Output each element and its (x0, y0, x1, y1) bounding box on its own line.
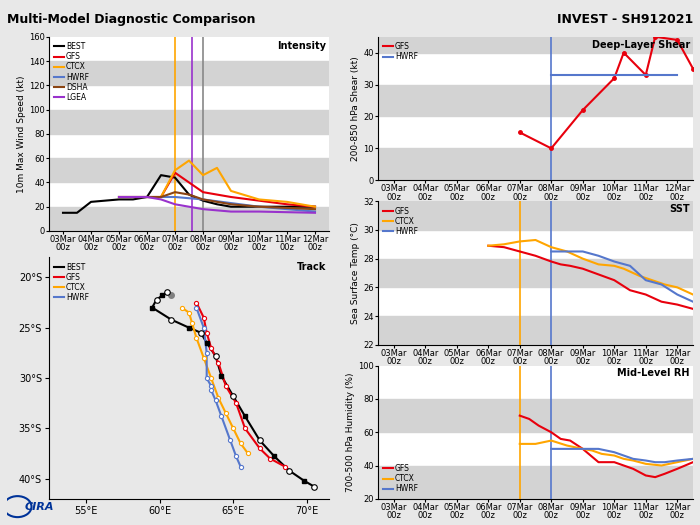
Text: Deep-Layer Shear: Deep-Layer Shear (592, 39, 690, 50)
Bar (49, 61, 329, 85)
Bar (378, 37, 693, 52)
Bar (378, 201, 693, 230)
Legend: GFS, HWRF: GFS, HWRF (382, 40, 419, 63)
Legend: BEST, GFS, CTCX, HWRF, DSHA, LGEA: BEST, GFS, CTCX, HWRF, DSHA, LGEA (52, 40, 90, 103)
Y-axis label: 10m Max Wind Speed (kt): 10m Max Wind Speed (kt) (18, 75, 26, 193)
Y-axis label: 200-850 hPa Shear (kt): 200-850 hPa Shear (kt) (351, 56, 360, 161)
Bar (49, 158, 329, 183)
Bar (378, 85, 693, 117)
Text: CIRA: CIRA (25, 502, 54, 512)
Bar (378, 466, 693, 499)
Legend: GFS, CTCX, HWRF: GFS, CTCX, HWRF (382, 463, 419, 495)
Text: Mid-Level RH: Mid-Level RH (617, 369, 690, 379)
Text: Multi-Model Diagnostic Comparison: Multi-Model Diagnostic Comparison (7, 13, 256, 26)
Bar (49, 110, 329, 134)
Bar (49, 207, 329, 231)
Legend: BEST, GFS, CTCX, HWRF: BEST, GFS, CTCX, HWRF (52, 261, 90, 303)
Bar (378, 316, 693, 345)
Text: Intensity: Intensity (277, 40, 326, 50)
Bar (378, 149, 693, 180)
Bar (378, 399, 693, 432)
Text: SST: SST (669, 204, 690, 214)
Y-axis label: Sea Surface Temp (°C): Sea Surface Temp (°C) (351, 222, 360, 324)
Text: Track: Track (297, 262, 326, 272)
Bar (378, 259, 693, 287)
Text: INVEST - SH912021: INVEST - SH912021 (556, 13, 693, 26)
Legend: GFS, CTCX, HWRF: GFS, CTCX, HWRF (382, 205, 419, 237)
Y-axis label: 700-500 hPa Humidity (%): 700-500 hPa Humidity (%) (346, 373, 356, 492)
